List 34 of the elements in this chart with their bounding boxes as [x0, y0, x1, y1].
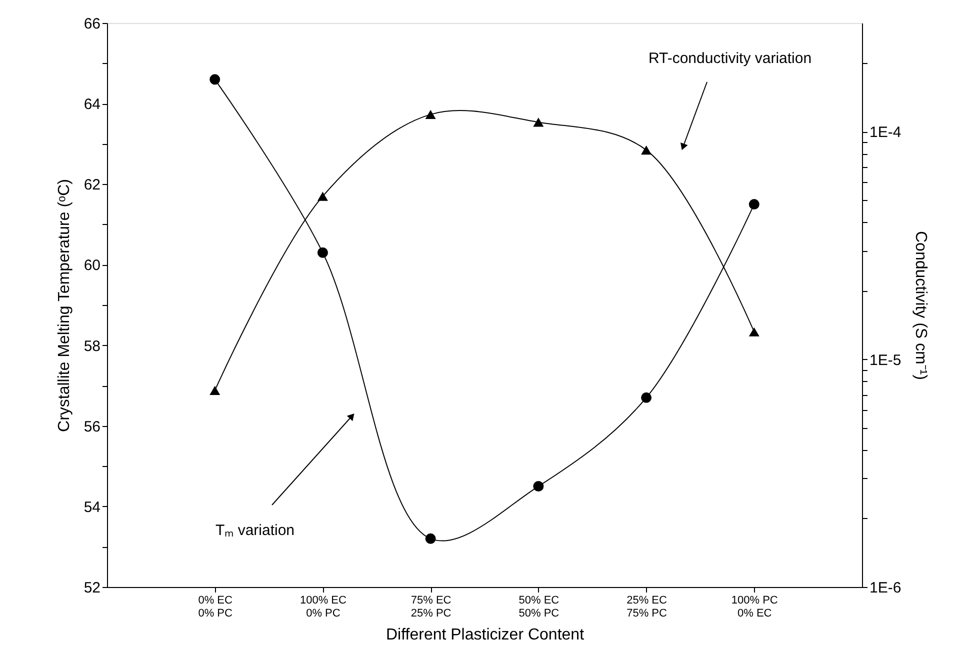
y-axis-title: Crystallite Melting Temperature (ᵒC) — [56, 179, 73, 432]
point — [317, 192, 328, 201]
y2-axis-title: Conductivity (S cm⁻¹) — [912, 230, 930, 380]
y2-tick-label: 1E-4 — [870, 124, 902, 142]
point — [317, 247, 328, 258]
point — [210, 386, 220, 395]
x-tick-label: 75% EC 25% PC — [410, 594, 452, 620]
x-tick-label: 25% EC 75% PC — [626, 594, 668, 620]
y2-tick-label: 1E-6 — [870, 580, 902, 596]
point — [748, 327, 760, 336]
y-tick-label: 54 — [84, 498, 100, 516]
point — [748, 199, 760, 210]
y-tick-label: 66 — [84, 16, 100, 32]
point — [210, 74, 220, 85]
point — [425, 110, 436, 119]
y-tick-label: 58 — [84, 338, 100, 355]
annotation: Tₘ variation — [215, 522, 295, 539]
x-tick-label: 0% EC 0% PC — [198, 594, 233, 620]
point — [533, 118, 544, 127]
x-tick-label: 100% PC 0% EC — [731, 594, 778, 620]
y-tick-label: 52 — [84, 580, 100, 596]
point — [533, 481, 544, 492]
y-tick-label: 60 — [84, 257, 100, 274]
point — [425, 533, 436, 544]
y-tick-label: 64 — [84, 96, 100, 114]
y2-tick-label: 1E-5 — [870, 352, 902, 369]
x-tick-label: 50% EC 50% PC — [518, 594, 560, 620]
x-axis-title: Different Plasticizer Content — [386, 626, 585, 644]
x-tick-label: 100% EC 0% PC — [300, 594, 346, 620]
point — [641, 146, 652, 155]
point — [641, 392, 652, 403]
y-tick-label: 62 — [84, 176, 100, 194]
annotation: RT-conductivity variation — [648, 50, 812, 67]
y-tick-label: 56 — [84, 418, 100, 436]
